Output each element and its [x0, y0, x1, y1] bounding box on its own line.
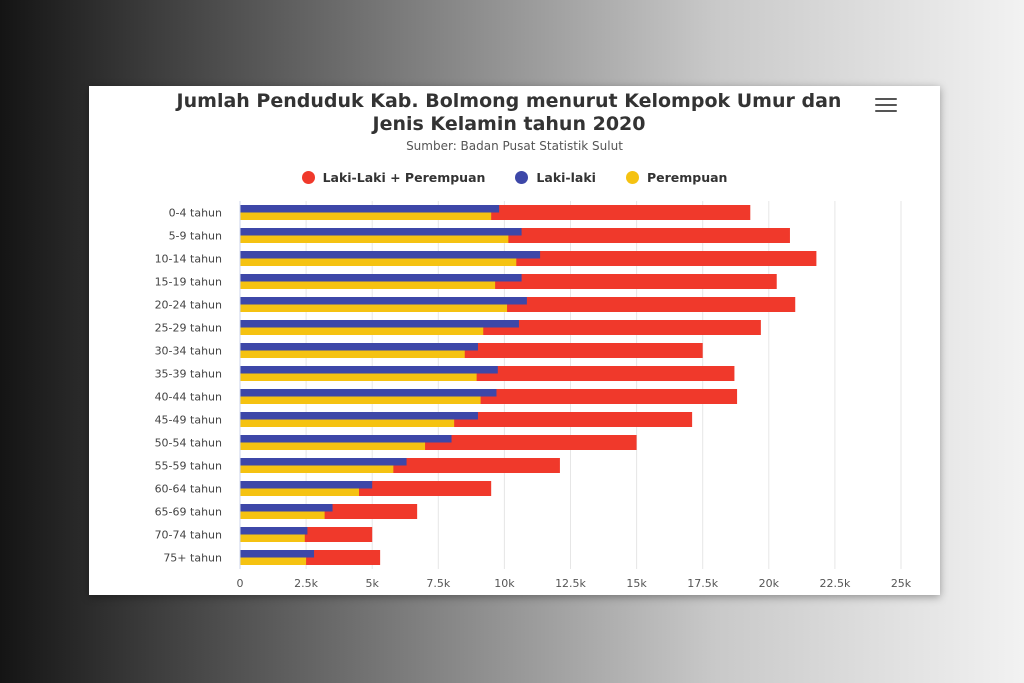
bar-female [240, 419, 455, 427]
y-category-label: 40-44 tahun [155, 391, 222, 404]
x-tick-label: 22.5k [819, 577, 850, 590]
hamburger-menu-icon[interactable] [875, 98, 897, 114]
y-category-label: 75+ tahun [163, 552, 222, 565]
bar-male [240, 228, 522, 236]
y-category-label: 5-9 tahun [169, 230, 222, 243]
y-category-label: 30-34 tahun [155, 345, 222, 358]
x-tick-label: 2.5k [294, 577, 318, 590]
bar-female [240, 465, 394, 473]
chart-subtitle: Sumber: Badan Pusat Statistik Sulut [406, 139, 623, 153]
y-category-label: 65-69 tahun [155, 506, 222, 519]
bar-male [240, 205, 500, 213]
chart-title: Jumlah Penduduk Kab. Bolmong menurut Kel… [176, 90, 842, 135]
x-tick-label: 0 [237, 577, 244, 590]
legend-label-male: Laki-laki [536, 170, 596, 185]
x-tick-label: 10k [494, 577, 515, 590]
chart-svg: 0 2.5k 5k 7.5k 10k 12.5k 15k 17.5k 20k 22.5k 25k 0-… [155, 201, 912, 590]
bar-male [240, 504, 333, 512]
chart-card: 0 2.5k 5k 7.5k 10k 12.5k 15k 17.5k 20k 22.5k 25k 0-… [89, 86, 940, 595]
legend-item-female[interactable]: Perempuan [625, 170, 728, 185]
legend-label-total: Laki-Laki + Perempuan [322, 170, 486, 185]
bar-male [240, 412, 478, 420]
bar-female [240, 396, 481, 404]
x-tick-label: 12.5k [555, 577, 586, 590]
y-category-label: 10-14 tahun [155, 253, 222, 266]
y-category-label: 35-39 tahun [155, 368, 222, 381]
bar-male [240, 389, 497, 397]
bar-male [240, 435, 452, 443]
bar-male [240, 481, 373, 489]
y-category-label: 25-29 tahun [155, 322, 222, 335]
bar-female [240, 557, 307, 565]
bar-female [240, 258, 517, 266]
x-tick-label: 20k [759, 577, 780, 590]
chart-legend: Laki-Laki + Perempuan Laki-laki Perempua… [89, 170, 940, 185]
bar-female [240, 281, 496, 289]
bar-male [240, 527, 308, 535]
bar-female [240, 511, 325, 519]
bar-male [240, 458, 407, 466]
bar-male [240, 251, 541, 259]
bar-female [240, 488, 359, 496]
legend-item-male[interactable]: Laki-laki [515, 170, 596, 185]
x-tick-label: 17.5k [687, 577, 718, 590]
bar-male [240, 343, 478, 351]
bar-female [240, 350, 465, 358]
y-category-label: 15-19 tahun [155, 276, 222, 289]
bar-male [240, 320, 519, 328]
x-tick-label: 15k [626, 577, 647, 590]
x-tick-label: 7.5k [426, 577, 450, 590]
bar-female [240, 534, 305, 542]
legend-dot-total [301, 171, 315, 184]
y-category-label: 45-49 tahun [155, 414, 222, 427]
x-tick-label: 25k [891, 577, 912, 590]
bar-male [240, 550, 315, 558]
bar-female [240, 212, 492, 220]
y-category-label: 0-4 tahun [169, 207, 222, 220]
bar-female [240, 327, 484, 335]
bar-female [240, 373, 477, 381]
legend-dot-female [625, 171, 639, 184]
y-category-label: 60-64 tahun [155, 483, 222, 496]
legend-item-total[interactable]: Laki-Laki + Perempuan [301, 170, 486, 185]
y-category-label: 70-74 tahun [155, 529, 222, 542]
bar-male [240, 297, 527, 305]
y-category-label: 55-59 tahun [155, 460, 222, 473]
bar-male [240, 366, 498, 374]
y-category-label: 20-24 tahun [155, 299, 222, 312]
legend-label-female: Perempuan [646, 170, 728, 185]
bar-female [240, 304, 508, 312]
bar-female [240, 235, 509, 243]
bar-female [240, 442, 426, 450]
y-category-label: 50-54 tahun [155, 437, 222, 450]
bar-male [240, 274, 522, 282]
legend-dot-male [515, 171, 529, 184]
x-tick-label: 5k [366, 577, 380, 590]
